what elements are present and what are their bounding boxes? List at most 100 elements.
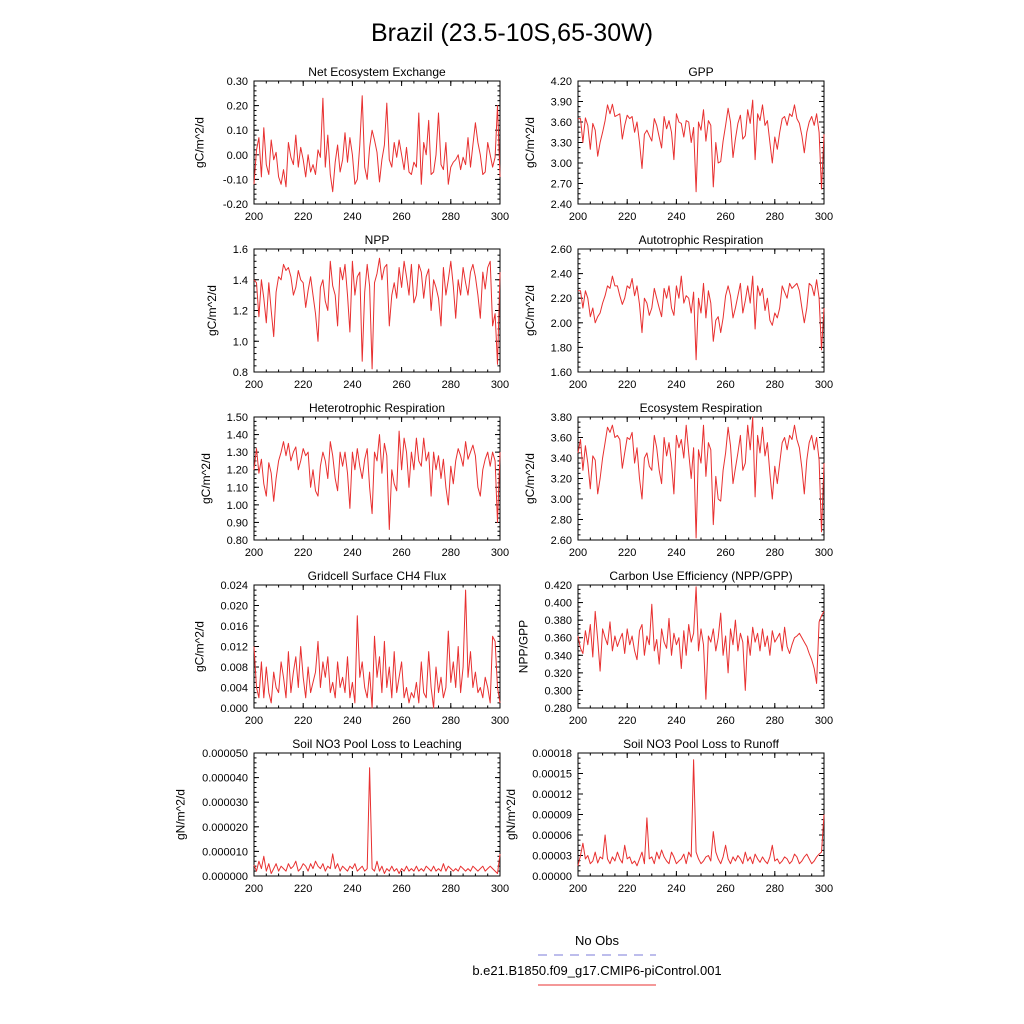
panel-title: Soil NO3 Pool Loss to Runoff — [623, 737, 780, 751]
chart-panel-1: 200 220 240 260 280 300 -0.20 -0.10 0.00 0.10 0.20… — [193, 65, 510, 223]
x-tick-label: 200 — [245, 211, 263, 223]
y-tick-label: -0.20 — [223, 199, 248, 211]
x-tick-label: 280 — [766, 211, 784, 223]
y-tick-label: 0.80 — [227, 535, 248, 547]
y-tick-label: 0.30 — [227, 76, 248, 88]
plot-frame — [253, 80, 501, 205]
y-tick-label: 1.20 — [227, 465, 248, 477]
y-tick-label: 1.00 — [227, 500, 248, 512]
x-tick-label: 280 — [766, 883, 784, 895]
y-tick-label: 1.60 — [551, 367, 572, 379]
x-tick-label: 220 — [294, 715, 312, 727]
series-line — [253, 767, 501, 874]
series-line — [577, 759, 825, 867]
y-tick-label: 0.024 — [220, 580, 248, 592]
y-tick-label: 0.320 — [544, 668, 572, 680]
y-tick-label: 2.80 — [551, 515, 572, 527]
y-tick-label: 0.8 — [233, 367, 248, 379]
y-tick-label: 0.012 — [220, 642, 248, 654]
x-tick-label: 280 — [442, 883, 460, 895]
x-tick-label: 200 — [569, 883, 587, 895]
y-axis-label: NPP/GPP — [517, 620, 531, 673]
series-line — [577, 416, 825, 539]
chart-panel-9: 200 220 240 260 280 300 0.000000 0.000010 0.0000… — [174, 737, 510, 895]
x-tick-label: 200 — [569, 715, 587, 727]
plot-frame — [577, 80, 825, 205]
chart-panel-10: 200 220 240 260 280 300 0.00000 0.00003 0.00006 0… — [504, 737, 833, 895]
x-tick-label: 280 — [766, 379, 784, 391]
y-tick-label: 1.4 — [233, 275, 248, 287]
y-tick-label: 0.00012 — [532, 789, 572, 801]
panel-title: Carbon Use Efficiency (NPP/GPP) — [609, 569, 792, 583]
y-tick-label: 0.004 — [220, 683, 248, 695]
x-tick-label: 240 — [343, 379, 361, 391]
y-tick-label: 0.280 — [544, 703, 572, 715]
y-tick-label: 3.40 — [551, 453, 572, 465]
series-line — [253, 589, 501, 709]
x-tick-label: 240 — [667, 547, 685, 559]
y-tick-label: 2.70 — [551, 179, 572, 191]
x-tick-label: 240 — [667, 883, 685, 895]
x-tick-label: 220 — [294, 379, 312, 391]
chart-panel-7: 200 220 240 260 280 300 0.000 0.004 0.008 0.012 0.… — [193, 569, 510, 727]
chart-panel-4: 200 220 240 260 280 300 1.60 1.80 2.00 2.20 2.40 2.… — [523, 233, 833, 391]
y-tick-label: 1.6 — [233, 244, 248, 256]
y-tick-label: 0.000030 — [202, 797, 248, 809]
x-tick-label: 240 — [667, 211, 685, 223]
y-tick-label: 0.380 — [544, 615, 572, 627]
y-axis-label: gC/m^2/d — [193, 621, 207, 672]
x-tick-label: 300 — [815, 715, 833, 727]
legend-label: b.e21.B1850.f09_g17.CMIP6-piControl.001 — [472, 963, 721, 978]
x-tick-label: 220 — [294, 211, 312, 223]
y-tick-label: 4.20 — [551, 76, 572, 88]
x-tick-label: 300 — [491, 379, 509, 391]
y-tick-label: 0.000040 — [202, 773, 248, 785]
y-tick-label: -0.10 — [223, 174, 248, 186]
y-tick-label: 0.00018 — [532, 748, 572, 760]
y-tick-label: 0.000000 — [202, 871, 248, 883]
y-tick-label: 2.60 — [551, 244, 572, 256]
y-tick-label: 0.90 — [227, 517, 248, 529]
x-tick-label: 200 — [569, 547, 587, 559]
figure-title: Brazil (23.5-10S,65-30W) — [371, 19, 653, 47]
x-tick-label: 280 — [442, 379, 460, 391]
x-tick-label: 220 — [618, 547, 636, 559]
panel-title: Gridcell Surface CH4 Flux — [308, 569, 447, 583]
x-tick-label: 300 — [491, 547, 509, 559]
legend-label: No Obs — [575, 933, 620, 948]
x-tick-label: 240 — [343, 547, 361, 559]
panel-title: Soil NO3 Pool Loss to Leaching — [292, 737, 461, 751]
y-tick-label: 0.000020 — [202, 822, 248, 834]
x-tick-label: 280 — [442, 715, 460, 727]
x-tick-label: 220 — [618, 211, 636, 223]
chart-panel-8: 200 220 240 260 280 300 0.280 0.300 0.320 0.340 0.… — [517, 569, 834, 727]
x-tick-label: 280 — [766, 547, 784, 559]
x-tick-label: 280 — [442, 547, 460, 559]
y-axis-label: gC/m^2/d — [523, 453, 537, 504]
x-tick-label: 300 — [491, 211, 509, 223]
y-tick-label: 0.10 — [227, 125, 248, 137]
plot-frame — [577, 752, 825, 877]
x-tick-label: 220 — [618, 715, 636, 727]
y-tick-label: 1.80 — [551, 342, 572, 354]
chart-panel-3: 200 220 240 260 280 300 0.8 1.0 1.2 1.4 1.6 NPP gC/m… — [205, 233, 509, 391]
y-axis-label: gC/m^2/d — [193, 117, 207, 168]
x-tick-label: 300 — [815, 379, 833, 391]
chart-panel-6: 200 220 240 260 280 300 2.60 2.80 3.00 3.20 3.40 3.… — [523, 401, 833, 559]
x-tick-label: 200 — [569, 379, 587, 391]
series-line — [253, 430, 501, 530]
panel-title: Autotrophic Respiration — [639, 233, 764, 247]
x-tick-label: 260 — [716, 715, 734, 727]
x-tick-label: 220 — [618, 883, 636, 895]
y-axis-label: gN/m^2/d — [174, 789, 188, 840]
x-tick-label: 260 — [392, 379, 410, 391]
y-tick-label: 0.00 — [227, 150, 248, 162]
panel-title: GPP — [688, 65, 713, 79]
x-tick-label: 200 — [245, 379, 263, 391]
y-tick-label: 0.00009 — [532, 810, 572, 822]
plot-frame — [253, 416, 501, 541]
panel-title: Heterotrophic Respiration — [309, 401, 445, 415]
x-tick-label: 220 — [294, 883, 312, 895]
plot-frame — [253, 752, 501, 877]
x-tick-label: 300 — [815, 883, 833, 895]
